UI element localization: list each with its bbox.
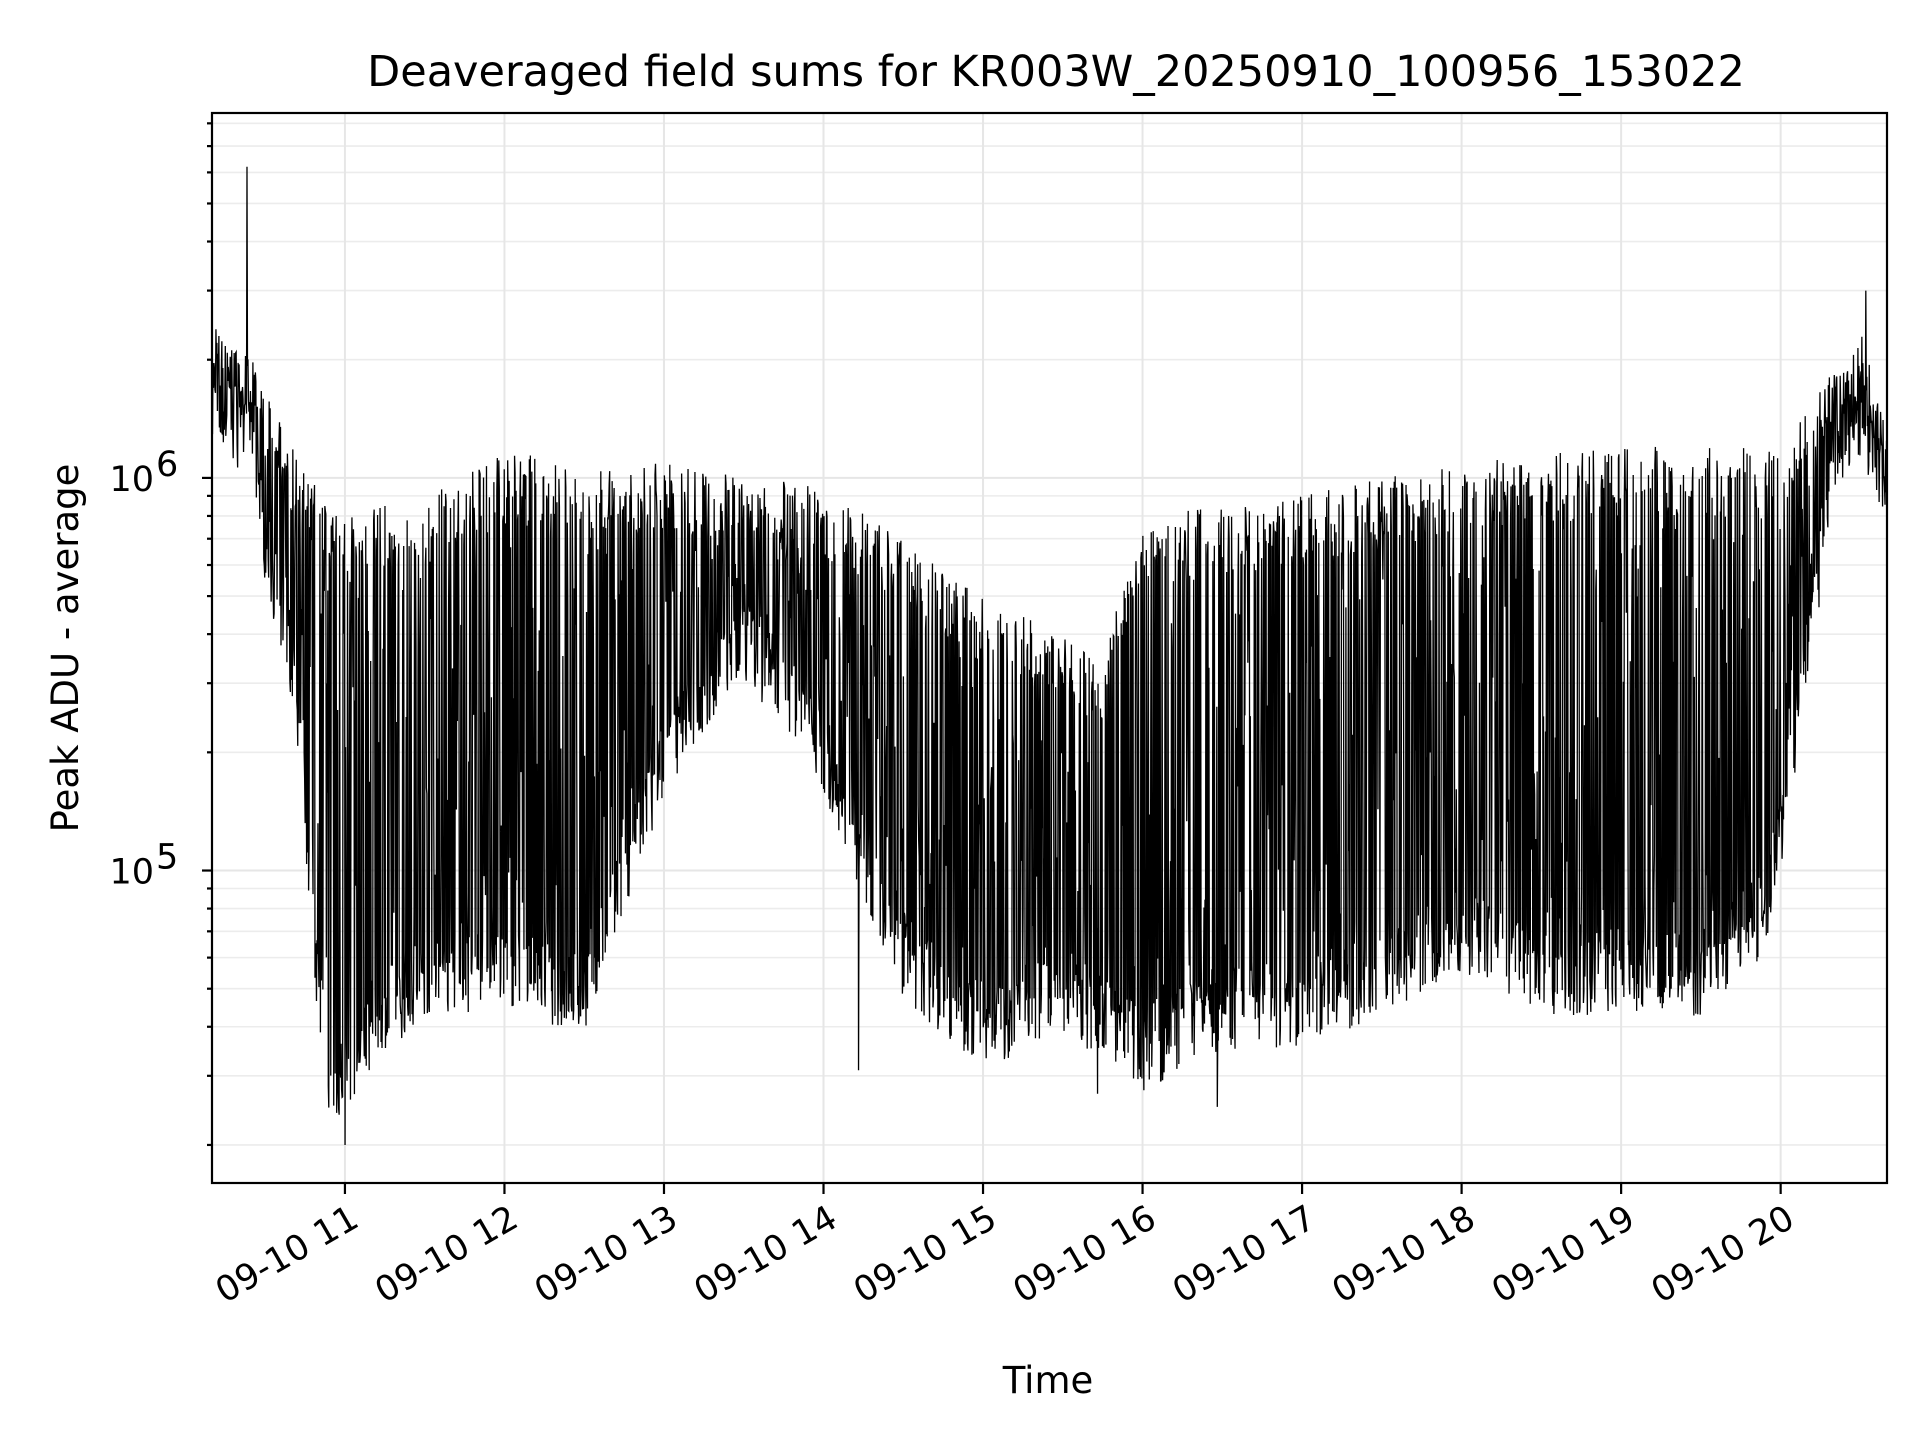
y-tick-label: 10 (109, 460, 154, 500)
plot-frame (210, 111, 1889, 1185)
x-tick-label: 09-10 12 (369, 1198, 525, 1311)
x-tick-label: 09-10 11 (209, 1198, 365, 1311)
y-axis-label: Peak ADU - average (44, 464, 87, 833)
x-tick-label: 09-10 14 (688, 1198, 844, 1311)
plot-area (212, 166, 1887, 1145)
y-tick-exponent: 6 (156, 445, 178, 485)
x-tick-label: 09-10 15 (847, 1198, 1003, 1311)
x-tick-label: 09-10 20 (1645, 1198, 1801, 1311)
x-tick-label: 09-10 18 (1326, 1198, 1482, 1311)
x-axis-label: Time (1002, 1359, 1094, 1402)
y-tick-label: 10 (109, 853, 154, 893)
x-tick-label: 09-10 17 (1166, 1198, 1322, 1311)
x-tick-label: 09-10 13 (528, 1198, 684, 1311)
series-line (212, 166, 1887, 1145)
x-tick-label: 09-10 19 (1485, 1198, 1641, 1311)
x-axis: 09-10 11 09-10 12 09-10 13 09-10 14 09-10 15… (209, 1183, 1801, 1311)
x-tick-label: 09-10 16 (1007, 1198, 1163, 1311)
y-tick-exponent: 5 (156, 838, 178, 878)
chart-title: Deaveraged field sums for KR003W_2025091… (367, 47, 1745, 97)
